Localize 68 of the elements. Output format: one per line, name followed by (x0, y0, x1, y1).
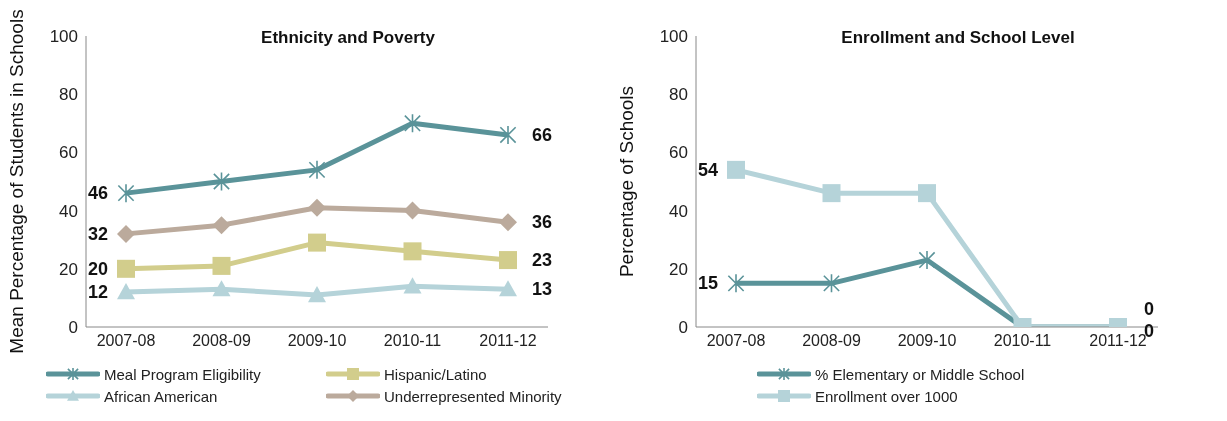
y-tick-label: 60 (669, 143, 688, 163)
x-tick-label: 2009-10 (897, 332, 957, 350)
point (212, 216, 231, 235)
data-label: 66 (532, 124, 553, 145)
point (403, 242, 422, 261)
legend-label: Enrollment over 1000 (815, 387, 958, 405)
y-tick-label: 40 (669, 201, 688, 221)
point (823, 273, 840, 294)
y-axis-title: Mean Percentage of Students in Schools (5, 9, 27, 354)
legend-label: African American (104, 387, 218, 405)
point (308, 198, 326, 217)
point (117, 183, 135, 203)
point (822, 184, 841, 203)
x-tick-label: 2010-11 (993, 332, 1052, 350)
data-label: 46 (87, 183, 108, 204)
x-tick-label: 2007-08 (706, 332, 766, 350)
y-tick-label: 100 (659, 27, 688, 47)
y-tick-label: 100 (49, 27, 78, 47)
point (308, 233, 326, 252)
data-label: 20 (87, 258, 108, 279)
legend-label: Meal Program Eligibility (104, 365, 261, 383)
data-label: 12 (87, 282, 108, 303)
x-tick-label: 2009-10 (287, 332, 347, 350)
x-tick-label: 2011-12 (479, 332, 537, 350)
y-axis-title: Percentage of Schools (615, 85, 637, 278)
point (918, 184, 936, 203)
point (404, 113, 421, 134)
y-tick-label: 80 (59, 85, 78, 105)
point (403, 277, 422, 294)
chart-title: Enrollment and School Level (840, 28, 1076, 48)
point (499, 213, 517, 232)
point (727, 273, 745, 294)
y-tick-label: 40 (59, 201, 78, 221)
data-label: 32 (87, 223, 108, 244)
point (499, 251, 517, 270)
y-tick-label: 20 (59, 259, 78, 279)
point (727, 160, 745, 179)
data-label: 13 (532, 279, 553, 300)
point (212, 280, 231, 297)
data-label: 0 (1144, 299, 1155, 319)
x-tick-label: 2010-11 (383, 332, 442, 350)
legend-label: Underrepresented Minority (384, 387, 562, 405)
point (499, 125, 517, 145)
x-tick-label: 2007-08 (96, 332, 156, 350)
point (213, 171, 230, 192)
data-label: 23 (532, 250, 553, 271)
x-tick-label: 2008-09 (802, 332, 861, 350)
y-tick-label: 20 (669, 259, 688, 279)
y-tick-label: 80 (669, 85, 688, 105)
data-label: 54 (697, 159, 718, 180)
point (117, 259, 135, 278)
data-label: 15 (697, 273, 718, 294)
point (117, 224, 135, 243)
y-tick-label: 0 (68, 318, 78, 338)
y-tick-label: 60 (59, 143, 78, 163)
y-tick-label: 0 (678, 318, 688, 338)
point (403, 201, 422, 220)
x-tick-label: 2008-09 (192, 332, 251, 350)
point (117, 283, 135, 300)
chart-title: Ethnicity and Poverty (260, 28, 436, 48)
point (308, 160, 326, 180)
legend-label: % Elementary or Middle School (815, 365, 1025, 383)
point (308, 285, 326, 303)
legend-label: Hispanic/Latino (384, 365, 487, 383)
point (212, 256, 231, 275)
point (918, 250, 936, 270)
point (499, 280, 517, 297)
data-label: 36 (532, 212, 553, 233)
